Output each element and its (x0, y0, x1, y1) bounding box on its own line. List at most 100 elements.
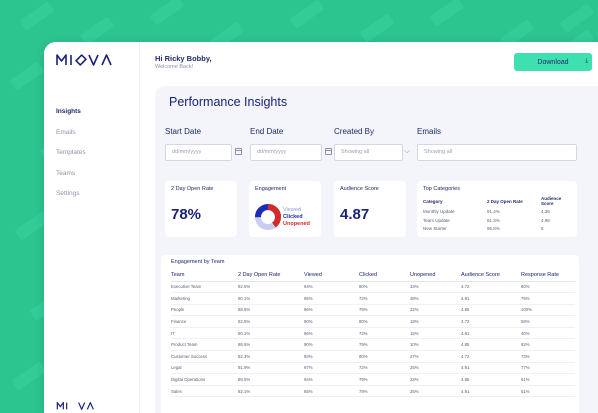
pattern-shape (19, 1, 55, 31)
table-cell: 40% (521, 327, 575, 340)
emails-label: Emails (417, 127, 442, 136)
engagement-table: Team 2 Day Open Rate Viewed Clicked Unopened… (171, 270, 575, 398)
table-cell: 93% (304, 350, 359, 363)
table-cell: 79% (359, 385, 410, 398)
column-header: Category (423, 198, 443, 204)
table-cell: 85% (304, 385, 359, 398)
greeting: Hi Ricky Bobby, Welcome Back! (155, 54, 212, 70)
column-header: Audience Score (461, 270, 521, 282)
table-cell: 80% (359, 315, 410, 328)
pattern-shape (359, 13, 395, 43)
pattern-shape (289, 0, 325, 29)
table-row: Team Update 81.3% 4.98 (423, 218, 573, 227)
open-rate-card: 2 Day Open Rate 78% (165, 181, 237, 237)
legend-viewed: Viewed (283, 207, 301, 213)
column-header: Viewed (304, 270, 359, 282)
table-cell: 4.98 (541, 217, 550, 223)
table-cell: 51% (521, 385, 575, 398)
table-cell: 96% (304, 327, 359, 340)
table-cell: 4.91 (461, 385, 521, 398)
table-cell: 4.72 (461, 350, 521, 363)
sidebar-item-emails[interactable]: Emails (56, 128, 76, 136)
table-cell: 4.72 (461, 315, 521, 328)
pattern-shape (559, 3, 595, 33)
table-cell: 4.35 (541, 209, 550, 214)
table-row: New Starter 96.8% 5 (423, 226, 573, 235)
table-cell: 4.85 (461, 373, 521, 386)
table-row: Product Team 88.6% 90% 79% 10% 4.85 92% (171, 338, 575, 352)
card-title: Engagement by Team (171, 259, 225, 265)
table-cell: 25% (410, 385, 461, 398)
table-cell: 72% (359, 327, 410, 340)
emails-select[interactable]: Showing all (417, 144, 577, 161)
chevron-down-icon[interactable]: ⌵ (404, 146, 411, 155)
table-cell: 80% (521, 281, 575, 294)
sidebar-item-templates[interactable]: Templates (56, 149, 86, 156)
pattern-shape (429, 0, 465, 27)
download-icon: ⤓ (585, 58, 588, 64)
card-title: Top Categories (423, 186, 460, 192)
footer-logo (56, 397, 96, 413)
table-cell: Customer Success (171, 350, 238, 363)
table-cell: 77% (521, 362, 575, 375)
legend-unopened: Unopened (283, 221, 310, 227)
column-header: 2 Day Open Rate (487, 198, 523, 204)
pattern-shape (11, 361, 47, 391)
miova-logo-icon (56, 54, 112, 66)
table-cell: Sales (171, 385, 238, 398)
logo (56, 54, 114, 66)
sidebar-item-settings[interactable]: Settings (56, 190, 80, 197)
table-cell: 18% (410, 315, 461, 328)
table-cell: Finance (171, 315, 238, 328)
table-cell: New Starter (423, 226, 447, 231)
end-date-input[interactable]: dd/mm/yyyy (250, 144, 322, 161)
created-by-label: Created By (334, 127, 375, 136)
table-cell: Digital Operations (171, 373, 238, 386)
table-cell: 88.5% (238, 373, 304, 386)
table-cell: Executive Team (171, 281, 238, 294)
table-row: Finance 92.5% 90% 80% 18% 4.72 58% (171, 315, 575, 328)
column-header: Clicked (359, 270, 410, 282)
table-cell: 4.85 (461, 338, 521, 352)
table-row: Monthly Update 91.4% 4.35 (423, 209, 573, 218)
table-row: Marketing 90.1% 95% 72% 38% 4.91 79% (171, 292, 575, 305)
download-label: Download (537, 58, 569, 66)
table-cell: 82.1% (238, 385, 304, 398)
table-cell: 4.91 (461, 292, 521, 305)
column-header: 2 Day Open Rate (238, 270, 304, 282)
table-cell: 79% (521, 292, 575, 305)
greeting-text: Hi Ricky Bobby, (155, 54, 212, 63)
table-cell: 79% (359, 338, 410, 352)
table-cell: 90% (304, 315, 359, 328)
created-by-select[interactable]: Showing all (334, 144, 403, 161)
insights-panel: Performance Insights Start Date End Date… (155, 86, 598, 413)
main-content: Hi Ricky Bobby, Welcome Back! Download ⤓… (141, 42, 598, 413)
table-cell: 96% (304, 304, 359, 317)
table-cell: 25% (410, 362, 461, 375)
table-cell: Legal (171, 362, 238, 375)
download-button[interactable]: Download ⤓ (514, 53, 592, 71)
table-cell: 88.6% (238, 338, 304, 352)
top-categories-table: Category 2 Day Open Rate Audience Score Mon… (423, 196, 573, 235)
table-cell: 90.1% (238, 292, 304, 305)
table-cell: 90% (304, 338, 359, 352)
calendar-icon[interactable] (325, 148, 332, 155)
table-cell: 97% (304, 362, 359, 375)
pattern-shape (9, 61, 45, 91)
table-cell: 100% (521, 304, 575, 317)
sidebar-item-insights[interactable]: Insights (56, 108, 81, 115)
table-cell: Product Team (171, 338, 238, 352)
column-header: Audience Score (541, 196, 562, 206)
table-cell: 92% (521, 338, 575, 352)
table-cell: 61% (521, 373, 575, 386)
table-cell: 91.9% (238, 362, 304, 375)
start-date-input[interactable]: dd/mm/yyyy (165, 144, 232, 161)
sidebar-item-teams[interactable]: Teams (56, 169, 76, 177)
calendar-icon[interactable] (235, 148, 242, 155)
column-header: Team (171, 270, 238, 282)
table-cell: 4.72 (461, 281, 521, 294)
table-cell: IT (171, 327, 238, 340)
table-cell: 92.5% (238, 281, 304, 294)
table-cell: 15% (410, 327, 461, 340)
page-title: Performance Insights (169, 95, 288, 109)
